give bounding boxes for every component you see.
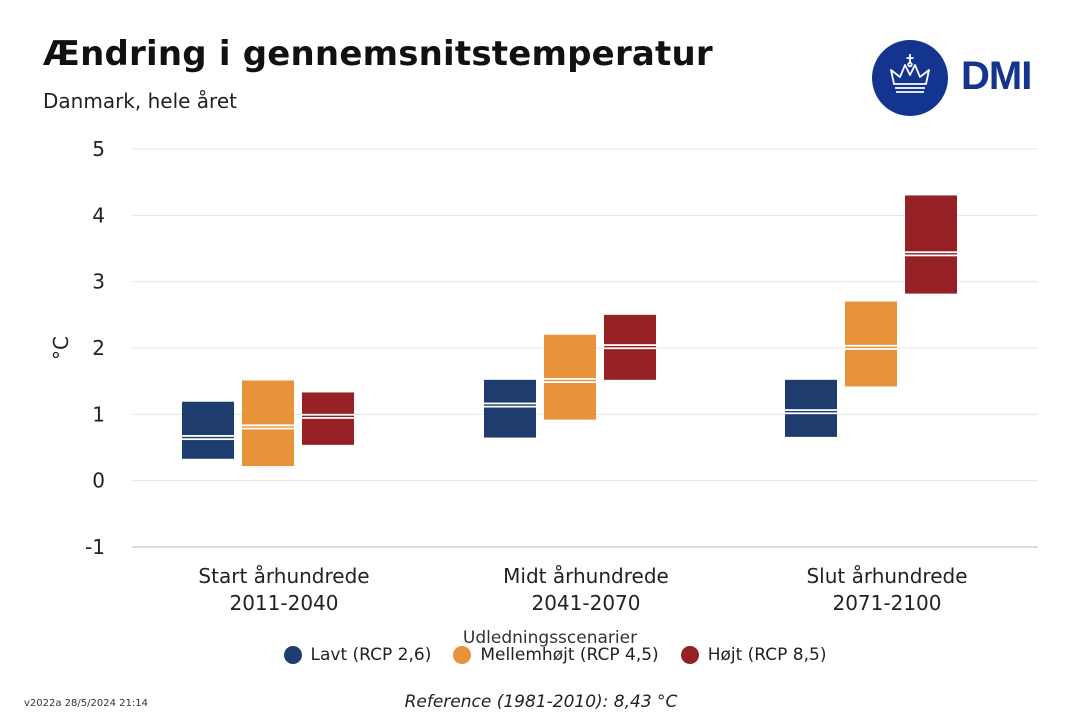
legend-dot-icon <box>680 646 699 664</box>
legend: Lavt (RCP 2,6) Mellemhøjt (RCP 4,5) Højt (… <box>0 645 1082 665</box>
median-mark-mid-1 <box>242 426 294 428</box>
range-bar-mid-2 <box>544 334 596 420</box>
chart-title: Ændring i gennemsnitstemperatur <box>43 34 713 74</box>
y-tick-label: 3 <box>92 270 105 294</box>
x-category-label: Slut århundrede <box>806 564 967 588</box>
range-bar-low-2 <box>484 379 536 438</box>
median-mark-low-1 <box>182 436 234 439</box>
x-category-period: 2041-2070 <box>531 591 640 615</box>
x-category-period: 2071-2100 <box>832 591 941 615</box>
median-mark-low-2 <box>484 404 536 406</box>
legend-label: Lavt (RCP 2,6) <box>310 645 432 665</box>
y-tick-label: 4 <box>92 203 105 227</box>
legend-dot-icon <box>283 646 302 664</box>
median-mark-high-1 <box>302 415 354 418</box>
reference-note: Reference (1981-2010): 8,43 °C <box>404 692 678 712</box>
range-bar-mid-3 <box>845 301 897 387</box>
median-mark-mid-3 <box>845 346 897 349</box>
y-axis: 5 4 3 2 1 0 -1 <box>85 137 105 559</box>
x-category-label: Midt århundrede <box>503 564 669 588</box>
y-tick-label: 5 <box>92 137 105 161</box>
y-tick-label: 2 <box>92 336 105 360</box>
y-tick-label: 0 <box>92 469 105 493</box>
range-bar-mid-1 <box>242 380 294 467</box>
y-tick-label: -1 <box>85 535 105 559</box>
median-mark-high-2 <box>604 345 656 348</box>
legend-label: Højt (RCP 8,5) <box>707 645 827 665</box>
range-bar-low-3 <box>785 379 837 437</box>
x-category-label: Start århundrede <box>198 564 369 588</box>
legend-dot-icon <box>453 646 472 664</box>
y-tick-label: 1 <box>92 402 105 426</box>
crown-icon <box>872 40 948 116</box>
x-axis: Start århundrede 2011-2040 Midt århundrede… <box>198 564 967 615</box>
range-bar-high-3 <box>905 195 957 294</box>
legend-item: Lavt (RCP 2,6) <box>283 645 432 665</box>
median-mark-mid-2 <box>544 379 596 382</box>
legend-label: Mellemhøjt (RCP 4,5) <box>480 645 659 665</box>
legend-item: Mellemhøjt (RCP 4,5) <box>453 645 659 665</box>
median-mark-high-3 <box>905 253 957 255</box>
median-mark-low-3 <box>785 410 837 413</box>
chart-area: 5 4 3 2 1 0 -1 °C Start århundrede 2011-2040 Mid… <box>49 137 1038 615</box>
legend-item: Højt (RCP 8,5) <box>680 645 827 665</box>
version-stamp: v2022a 28/5/2024 21:14 <box>24 698 148 709</box>
dmi-logo: DMI <box>872 40 1032 116</box>
legend-title: Udledningsscenarier <box>462 628 638 648</box>
x-category-period: 2011-2040 <box>229 591 338 615</box>
bars <box>182 195 957 467</box>
y-axis-label: °C <box>49 336 73 360</box>
range-bar-low-1 <box>182 401 234 459</box>
dmi-logo-text: DMI <box>961 54 1032 98</box>
chart-subtitle: Danmark, hele året <box>43 89 237 113</box>
